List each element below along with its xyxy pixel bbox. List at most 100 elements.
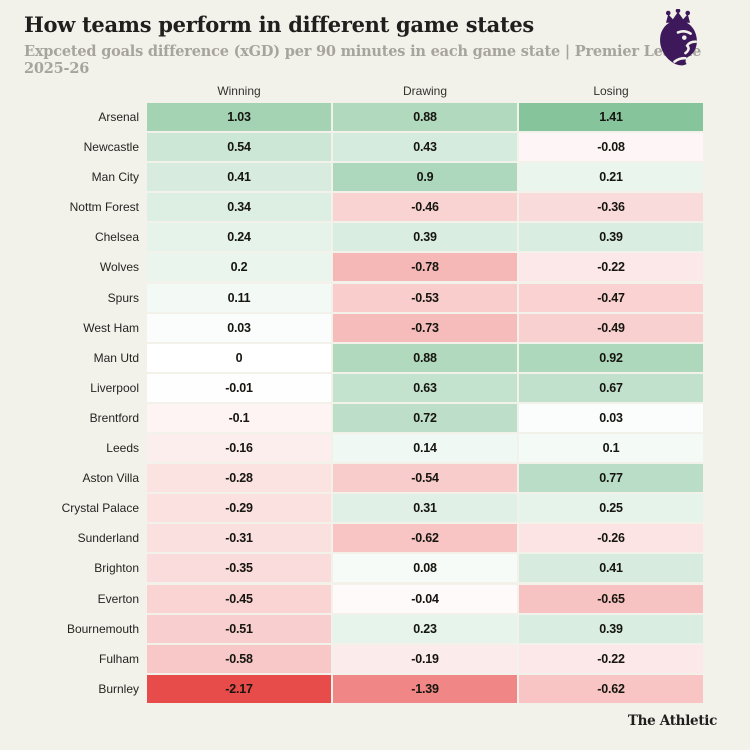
xgd-value-cell: 0.1 bbox=[519, 434, 703, 463]
xgd-value-cell: -0.26 bbox=[519, 524, 703, 553]
xgd-value-cell: 0.41 bbox=[519, 554, 703, 583]
xgd-value-cell: -0.19 bbox=[333, 644, 517, 673]
xgd-value-cell: -0.29 bbox=[147, 494, 331, 523]
xgd-value-cell: 0.03 bbox=[519, 403, 703, 432]
table-row: Brentford -0.1 0.72 0.03 bbox=[24, 403, 703, 432]
team-label: Brighton bbox=[94, 561, 139, 576]
xgd-value-cell: 0 bbox=[147, 343, 331, 372]
team-label: Burnley bbox=[98, 681, 139, 696]
xgd-value-cell: -0.01 bbox=[147, 373, 331, 402]
xgd-value-cell: -0.16 bbox=[147, 434, 331, 463]
team-label: Leeds bbox=[106, 441, 139, 456]
xgd-value-cell: 0.23 bbox=[333, 614, 517, 643]
xgd-value-cell: -0.47 bbox=[519, 283, 703, 312]
xgd-value-cell: -0.78 bbox=[333, 253, 517, 282]
xgd-value-cell: 0.21 bbox=[519, 163, 703, 192]
xgd-value-cell: 0.08 bbox=[333, 554, 517, 583]
xgd-value-cell: 0.88 bbox=[333, 343, 517, 372]
xgd-value-cell: -2.17 bbox=[147, 674, 331, 703]
table-row: West Ham 0.03 -0.73 -0.49 bbox=[24, 313, 703, 342]
premier-league-logo bbox=[649, 8, 707, 72]
xgd-value-cell: -0.31 bbox=[147, 524, 331, 553]
table-row: Nottm Forest 0.34 -0.46 -0.36 bbox=[24, 193, 703, 222]
team-label: Man City bbox=[91, 170, 139, 185]
xgd-value-cell: 0.88 bbox=[333, 103, 517, 131]
xgd-value-cell: -0.35 bbox=[147, 554, 331, 583]
xgd-value-cell: -0.54 bbox=[333, 464, 517, 493]
table-row: Crystal Palace -0.29 0.31 0.25 bbox=[24, 494, 703, 523]
table-row: Aston Villa -0.28 -0.54 0.77 bbox=[24, 464, 703, 493]
column-header-drawing: Drawing bbox=[402, 84, 447, 98]
xgd-value-cell: 0.11 bbox=[147, 283, 331, 312]
xgd-value-cell: 0.34 bbox=[147, 193, 331, 222]
team-label: Man Utd bbox=[93, 350, 139, 365]
xgd-value-cell: 1.03 bbox=[147, 103, 331, 131]
table-row: Liverpool -0.01 0.63 0.67 bbox=[24, 373, 703, 402]
xgd-value-cell: 0.39 bbox=[519, 614, 703, 643]
team-label: Crystal Palace bbox=[61, 501, 139, 516]
brand-wordmark: The Athletic bbox=[627, 713, 717, 729]
xgd-value-cell: -0.1 bbox=[147, 403, 331, 432]
xgd-value-cell: -0.49 bbox=[519, 313, 703, 342]
team-label: West Ham bbox=[83, 320, 139, 335]
xgd-value-cell: -0.51 bbox=[147, 614, 331, 643]
xgd-value-cell: -0.22 bbox=[519, 253, 703, 282]
xgd-value-cell: -0.04 bbox=[333, 584, 517, 613]
lion-crest-icon bbox=[660, 8, 698, 66]
team-label: Wolves bbox=[99, 260, 139, 275]
team-label: Newcastle bbox=[83, 140, 139, 155]
xgd-value-cell: -0.45 bbox=[147, 584, 331, 613]
xgd-value-cell: 0.03 bbox=[147, 313, 331, 342]
xgd-value-cell: -0.73 bbox=[333, 313, 517, 342]
team-label: Brentford bbox=[89, 410, 139, 425]
xgd-value-cell: -0.08 bbox=[519, 133, 703, 162]
xgd-value-cell: -0.46 bbox=[333, 193, 517, 222]
xgd-value-cell: 0.43 bbox=[333, 133, 517, 162]
column-header-row: Winning Drawing Losing bbox=[24, 84, 703, 99]
team-label: Nottm Forest bbox=[69, 200, 139, 215]
team-label: Everton bbox=[97, 591, 139, 606]
xgd-value-cell: -0.65 bbox=[519, 584, 703, 613]
table-body: Arsenal 1.03 0.88 1.41 Newcastle 0.54 0.43 -0.0… bbox=[24, 103, 703, 703]
xgd-value-cell: 0.24 bbox=[147, 223, 331, 252]
xgd-value-cell: -0.62 bbox=[333, 524, 517, 553]
xgd-value-cell: 0.41 bbox=[147, 163, 331, 192]
xgd-value-cell: -1.39 bbox=[333, 674, 517, 703]
xgd-value-cell: 1.41 bbox=[519, 103, 703, 131]
table-row: Leeds -0.16 0.14 0.1 bbox=[24, 434, 703, 463]
table-row: Burnley -2.17 -1.39 -0.62 bbox=[24, 674, 703, 703]
table-row: Man City 0.41 0.9 0.21 bbox=[24, 163, 703, 192]
xgd-value-cell: 0.31 bbox=[333, 494, 517, 523]
xgd-value-cell: 0.39 bbox=[519, 223, 703, 252]
table-row: Fulham -0.58 -0.19 -0.22 bbox=[24, 644, 703, 673]
team-label: Sunderland bbox=[77, 531, 139, 546]
team-label: Spurs bbox=[107, 290, 139, 305]
xgd-value-cell: 0.92 bbox=[519, 343, 703, 372]
xgd-value-cell: -0.62 bbox=[519, 674, 703, 703]
table-row: Sunderland -0.31 -0.62 -0.26 bbox=[24, 524, 703, 553]
table-row: Bournemouth -0.51 0.23 0.39 bbox=[24, 614, 703, 643]
xgd-value-cell: 0.9 bbox=[333, 163, 517, 192]
xgd-value-cell: 0.25 bbox=[519, 494, 703, 523]
table-row: Brighton -0.35 0.08 0.41 bbox=[24, 554, 703, 583]
page-subtitle: Expceted goals difference (xGD) per 90 m… bbox=[24, 43, 702, 77]
table-row: Newcastle 0.54 0.43 -0.08 bbox=[24, 133, 703, 162]
xgd-value-cell: 0.39 bbox=[333, 223, 517, 252]
table-row: Arsenal 1.03 0.88 1.41 bbox=[24, 103, 703, 131]
xgd-value-cell: -0.58 bbox=[147, 644, 331, 673]
xgd-value-cell: 0.67 bbox=[519, 373, 703, 402]
team-label: Chelsea bbox=[94, 230, 139, 245]
team-label: Arsenal bbox=[98, 110, 139, 124]
column-header-losing: Losing bbox=[593, 84, 629, 98]
xgd-value-cell: -0.53 bbox=[333, 283, 517, 312]
xgd-value-cell: -0.22 bbox=[519, 644, 703, 673]
xgd-value-cell: 0.63 bbox=[333, 373, 517, 402]
xgd-value-cell: 0.14 bbox=[333, 434, 517, 463]
table-row: Chelsea 0.24 0.39 0.39 bbox=[24, 223, 703, 252]
xgd-value-cell: 0.77 bbox=[519, 464, 703, 493]
team-label: Bournemouth bbox=[66, 621, 139, 636]
team-label: Fulham bbox=[98, 651, 139, 666]
xgd-value-cell: -0.36 bbox=[519, 193, 703, 222]
header-spacer bbox=[24, 84, 139, 99]
table-row: Everton -0.45 -0.04 -0.65 bbox=[24, 584, 703, 613]
